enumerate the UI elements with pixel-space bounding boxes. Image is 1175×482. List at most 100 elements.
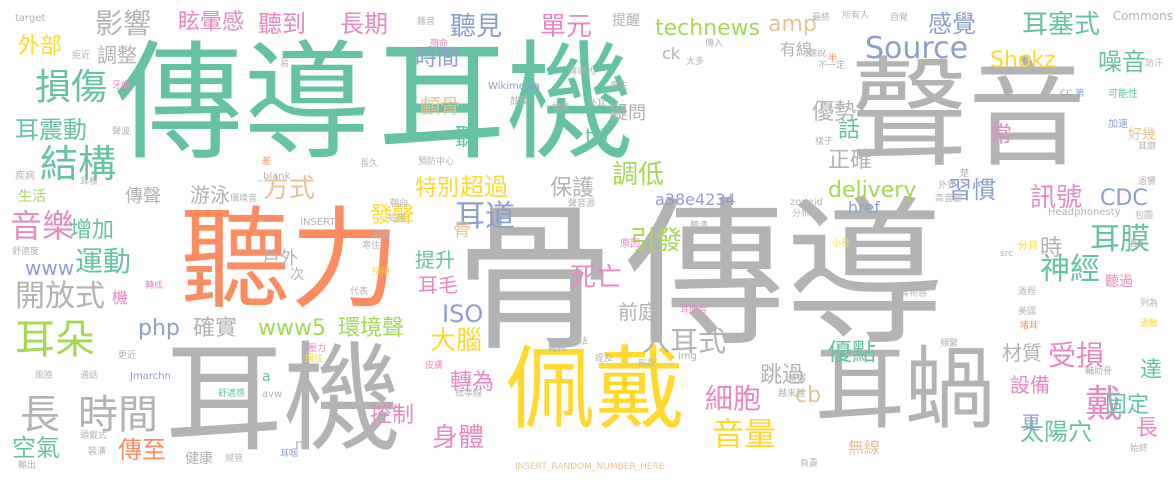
word-ersaishi: 耳塞式	[1022, 10, 1101, 40]
word-tingguo: 聽過	[1105, 274, 1133, 290]
word-daifa: 戴法	[570, 337, 589, 347]
word-suming: 宿命	[430, 39, 449, 49]
word-erkuo: 耳廓	[1138, 142, 1157, 152]
word-chuandaoshi: 傳導式	[568, 67, 596, 77]
word-youyong: 游泳	[190, 183, 230, 207]
word-caizhi: 材質	[1002, 341, 1042, 365]
word-href: href	[848, 198, 880, 217]
word-tiaozheng: 調整	[97, 43, 137, 67]
word-haoji: 好幾	[1128, 127, 1156, 143]
word-xiaogu: 小骨	[832, 239, 851, 249]
word-ji: 機	[112, 288, 129, 307]
word-cb: cb	[795, 383, 822, 408]
word-zaoyin: 噪音	[1098, 48, 1146, 76]
word-xingzhuang: 形狀	[638, 359, 657, 369]
word-source: Source	[865, 31, 969, 66]
word-caiyong: 採用	[372, 267, 391, 277]
word-guding: 固定	[1105, 393, 1150, 418]
word-gengjin: 更近	[118, 351, 137, 361]
word-tiaodi: 調低	[612, 160, 665, 190]
word-www: www	[25, 256, 75, 280]
word-danyuan: 單元	[540, 12, 593, 42]
word-suoyouren: 所有人	[842, 11, 870, 21]
word-kongqi: 空氣	[12, 434, 60, 462]
word-guiguan: 規管	[225, 454, 244, 464]
word-shushigan: 舒適感	[218, 389, 246, 399]
word-chaoxiang: 朝向	[390, 199, 409, 209]
word-delivery: delivery	[828, 178, 917, 203]
word-ermao: 耳毛	[418, 273, 458, 297]
word-hua: 話	[838, 118, 861, 143]
word-yachi: 牙齒	[112, 81, 131, 91]
word-lugu: 顱骨	[420, 94, 460, 118]
word-waier: 外耳	[588, 99, 607, 109]
word-tebie: 特別	[415, 176, 460, 201]
word-erwo: 耳蝸	[815, 337, 995, 442]
word-buyiding: 不一定	[818, 61, 846, 71]
word-jiankang: 健康	[185, 451, 213, 467]
word-gu-1: 骨	[455, 186, 616, 373]
word-tingqing: 聽清	[690, 221, 709, 231]
word-zaxun: 雜訊	[548, 344, 567, 354]
word-changjiu: 長久	[360, 159, 379, 169]
word-chuandao-1: 傳導	[115, 29, 372, 178]
word-xiagongfu: 下工夫	[818, 101, 846, 111]
word-guomin: 過敏	[1140, 319, 1159, 329]
word-shenghuo: 生活	[18, 189, 46, 205]
word-pinfan: 頻繁	[940, 339, 959, 349]
word-chu: 楚	[960, 169, 970, 179]
word-ermo: 耳膜	[1090, 222, 1150, 257]
word-waibu: 外部	[18, 34, 63, 59]
word-guoduo: 過多	[1128, 239, 1147, 249]
word-queshi: 確實	[193, 316, 238, 341]
word-qianting: 前庭	[618, 300, 658, 324]
word-zijue: 自覺	[890, 13, 909, 23]
word-taiduo: 太多	[686, 57, 705, 67]
word-chang: 長	[20, 392, 60, 438]
word-ganjue: 感覺	[928, 10, 976, 38]
word-commons: Commons	[1112, 9, 1173, 23]
word-fengxian: 風險	[35, 371, 54, 381]
word-juxian: 局限	[388, 214, 407, 224]
word-iso: ISO	[442, 300, 484, 328]
word-blank: _blank	[258, 171, 291, 182]
word-shushidu: 舒適度	[12, 247, 40, 257]
word-eryan: 耳咽	[280, 449, 299, 459]
word-yali: 壓力	[308, 344, 327, 354]
word-yangzi: 樣子	[815, 137, 834, 147]
word-n: n	[295, 437, 304, 453]
word-erjiyin: 耳機音	[680, 305, 708, 315]
word-cdc: CDC	[1100, 186, 1148, 211]
word-tingjian: 聽見	[450, 12, 503, 42]
word-zayin: 雜音	[417, 17, 436, 27]
word-huwai: 戶外	[262, 248, 298, 269]
word-gumo: 鼓膜	[510, 97, 529, 107]
word-chuanru: 傳入	[705, 39, 724, 49]
word-zaisheng: 再生	[610, 81, 629, 91]
word-target: target	[15, 13, 46, 24]
word-danao: 大腦	[430, 326, 483, 356]
word-meiguo: 美國	[1018, 307, 1037, 317]
word-tingdao: 聽到	[258, 10, 306, 38]
word-chang-3: 長	[1136, 416, 1159, 441]
word-shizhong: 始終	[1130, 444, 1149, 454]
word-kenengxing: 可能性	[1108, 89, 1138, 100]
word-erduo: 耳朵	[15, 317, 95, 363]
word-kaifangshi: 開放式	[15, 279, 105, 314]
word-waijie: 外界	[938, 181, 957, 191]
word-taiyangxue: 太陽穴	[1020, 418, 1092, 446]
word-jiegou: 結構	[40, 142, 117, 186]
word-dai: 戴	[1085, 382, 1124, 426]
word-tingli: 聽力	[180, 196, 400, 324]
word-tw: tw	[585, 124, 610, 148]
word-erji-2: 耳機	[165, 330, 402, 468]
word-chuanbo: 傳播	[788, 374, 807, 384]
word-youshi: 優勢	[812, 100, 857, 125]
word-shokz: Shokz	[990, 48, 1056, 73]
word-tisheng: 提升	[415, 248, 455, 272]
word-yiwugan: 異物感	[900, 289, 928, 299]
word-youdian: 優點	[828, 338, 876, 366]
word-xuanyungan: 眩暈感	[178, 10, 245, 35]
word-gaoyinliang: 高音量	[935, 194, 963, 204]
